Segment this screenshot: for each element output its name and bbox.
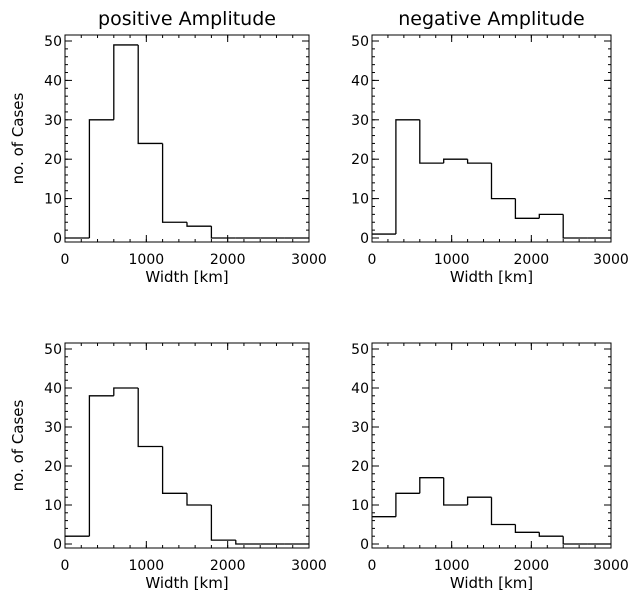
y-tick-label: 40 <box>351 381 369 397</box>
histogram-bin <box>186 493 212 506</box>
y-tick-label: 50 <box>44 342 62 358</box>
histogram-bin <box>88 119 114 238</box>
y-tick-label: 50 <box>44 34 62 50</box>
histogram-bin <box>466 496 492 505</box>
y-tick-label: 40 <box>44 381 62 397</box>
x-axis-label: Width [km] <box>450 268 533 286</box>
histogram-bin <box>443 477 468 506</box>
y-tick-label: 0 <box>360 537 369 553</box>
plot-frame <box>371 34 612 243</box>
plot-frame <box>371 342 612 549</box>
histogram-bin <box>490 163 516 200</box>
y-tick-label: 20 <box>351 152 369 168</box>
x-axis-label: Width [km] <box>450 574 533 592</box>
histogram-bin <box>88 395 114 537</box>
y-tick-label: 0 <box>53 231 62 247</box>
y-tick-label: 30 <box>44 113 62 129</box>
histogram-bin <box>395 119 420 235</box>
x-tick-label: 3000 <box>291 252 327 268</box>
x-tick-label: 1000 <box>129 252 165 268</box>
y-tick-label: 20 <box>44 152 62 168</box>
panel-title: negative Amplitude <box>398 8 585 30</box>
y-tick-label: 30 <box>44 420 62 436</box>
x-tick-label: 1000 <box>434 252 470 268</box>
y-tick-label: 40 <box>44 73 62 89</box>
histogram-bin <box>235 540 261 545</box>
histogram-bin <box>562 214 588 239</box>
x-tick-label: 2000 <box>514 252 550 268</box>
panel-title: positive Amplitude <box>98 8 276 30</box>
histogram-bin <box>186 222 212 227</box>
y-tick-label: 10 <box>351 192 369 208</box>
plot-frame <box>64 34 310 243</box>
histogram-bin <box>210 505 236 541</box>
histogram-bin <box>113 387 139 396</box>
histogram-bin <box>538 213 564 219</box>
histogram-bin <box>490 497 516 526</box>
histogram-bin <box>419 477 444 494</box>
histogram-bin <box>514 198 540 219</box>
histogram-bin <box>113 44 139 120</box>
chart-panel-2: 0 1000 2000 3000 0 10 20 30 40 50 negative Amplitu… <box>351 8 629 286</box>
histogram-bin <box>538 532 564 537</box>
x-axis-label: Width [km] <box>145 574 228 592</box>
x-axis-label: Width [km] <box>145 268 228 286</box>
chart-panel-3: 0 1000 2000 3000 0 10 20 30 40 50 Width [km] no. of… <box>9 342 327 592</box>
x-tick-label: 0 <box>61 252 70 268</box>
y-tick-label: 50 <box>351 34 369 50</box>
y-tick-label: 30 <box>351 113 369 129</box>
y-tick-label: 0 <box>360 231 369 247</box>
y-axis-label: no. of Cases <box>9 92 27 184</box>
histogram-bin <box>466 159 492 164</box>
histogram-bin <box>137 388 163 448</box>
plot-frame <box>64 342 310 549</box>
x-tick-label: 2000 <box>514 558 550 574</box>
y-tick-label: 50 <box>351 342 369 358</box>
x-tick-label: 0 <box>368 558 377 574</box>
y-axis-label: no. of Cases <box>9 399 27 491</box>
histogram-bin <box>514 524 540 533</box>
y-tick-label: 0 <box>53 537 62 553</box>
histogram-bin <box>562 536 588 545</box>
x-tick-label: 1000 <box>434 558 470 574</box>
chart-panel-4: 0 1000 2000 3000 0 10 20 30 40 50 Width [km] <box>351 342 629 592</box>
x-tick-label: 2000 <box>210 558 246 574</box>
y-tick-label: 10 <box>44 498 62 514</box>
histogram-bin <box>419 119 444 164</box>
histogram-bin <box>137 44 163 145</box>
x-tick-label: 3000 <box>593 558 629 574</box>
histogram-bin <box>395 492 420 517</box>
x-tick-label: 0 <box>61 558 70 574</box>
x-tick-label: 3000 <box>291 558 327 574</box>
histogram-bin <box>210 226 236 239</box>
y-tick-label: 20 <box>44 459 62 475</box>
x-tick-label: 0 <box>368 252 377 268</box>
y-tick-label: 10 <box>351 498 369 514</box>
y-tick-label: 20 <box>351 459 369 475</box>
x-tick-label: 3000 <box>593 252 629 268</box>
x-tick-label: 1000 <box>129 558 165 574</box>
histogram-bin <box>161 446 187 494</box>
histogram-bin <box>161 143 187 223</box>
y-tick-label: 40 <box>351 73 369 89</box>
x-tick-label: 2000 <box>210 252 246 268</box>
y-tick-label: 30 <box>351 420 369 436</box>
histogram-bin <box>443 158 468 164</box>
y-tick-label: 10 <box>44 192 62 208</box>
chart-panel-1: 0 1000 2000 3000 0 10 20 30 40 50 positive Amplitu… <box>9 8 327 286</box>
